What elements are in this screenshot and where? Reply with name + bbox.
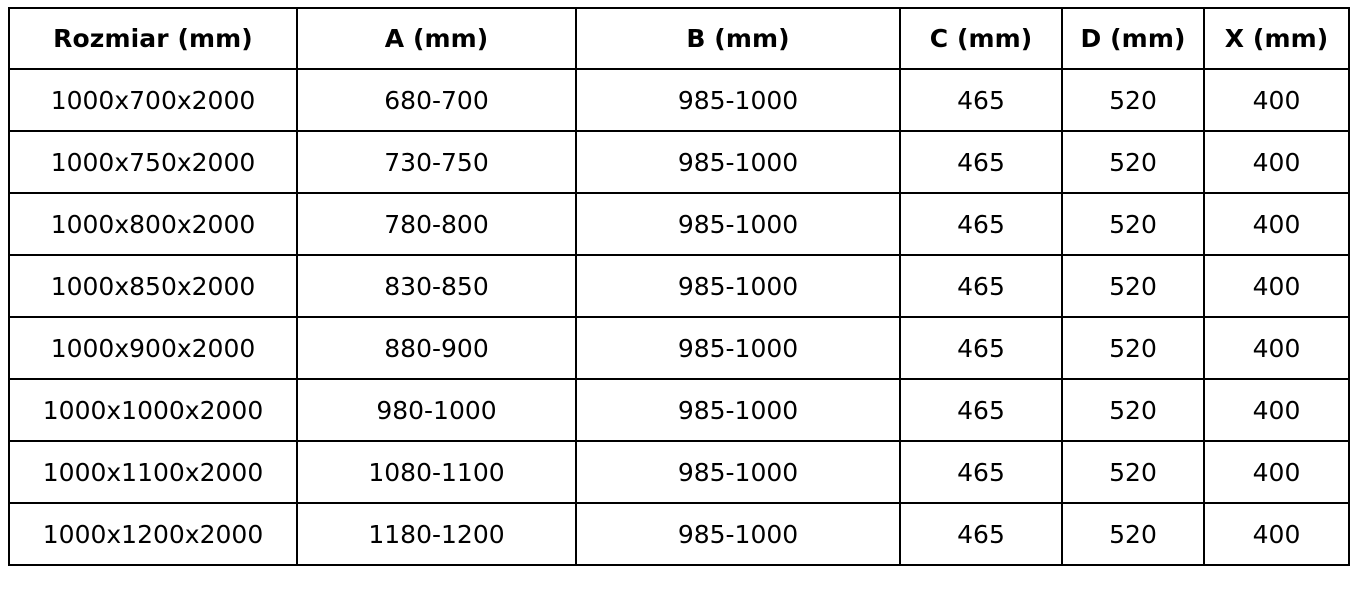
cell-a: 880-900 — [296, 316, 577, 380]
cell-a: 730-750 — [296, 130, 577, 194]
specification-table-container: Rozmiar (mm) A (mm) B (mm) C (mm) D (mm)… — [8, 7, 1350, 566]
cell-c: 465 — [899, 316, 1063, 380]
cell-a: 830-850 — [296, 254, 577, 318]
cell-d: 520 — [1061, 502, 1205, 566]
cell-d: 520 — [1061, 130, 1205, 194]
cell-d: 520 — [1061, 440, 1205, 504]
column-header-size: Rozmiar (mm) — [8, 7, 298, 70]
cell-a: 1080-1100 — [296, 440, 577, 504]
table-row: 1000x900x2000 880-900 985-1000 465 520 4… — [8, 316, 1350, 380]
cell-b: 985-1000 — [575, 378, 901, 442]
cell-c: 465 — [899, 192, 1063, 256]
cell-x: 400 — [1203, 440, 1350, 504]
column-header-b: B (mm) — [575, 7, 901, 70]
cell-a: 680-700 — [296, 68, 577, 132]
cell-size: 1000x750x2000 — [8, 130, 298, 194]
cell-c: 465 — [899, 440, 1063, 504]
cell-x: 400 — [1203, 254, 1350, 318]
table-row: 1000x1000x2000 980-1000 985-1000 465 520… — [8, 378, 1350, 442]
header-row: Rozmiar (mm) A (mm) B (mm) C (mm) D (mm)… — [8, 7, 1350, 70]
table-row: 1000x1200x2000 1180-1200 985-1000 465 52… — [8, 502, 1350, 566]
cell-a: 1180-1200 — [296, 502, 577, 566]
cell-size: 1000x850x2000 — [8, 254, 298, 318]
cell-b: 985-1000 — [575, 254, 901, 318]
cell-c: 465 — [899, 130, 1063, 194]
cell-size: 1000x1100x2000 — [8, 440, 298, 504]
table-header: Rozmiar (mm) A (mm) B (mm) C (mm) D (mm)… — [8, 7, 1350, 70]
cell-b: 985-1000 — [575, 502, 901, 566]
cell-x: 400 — [1203, 68, 1350, 132]
column-header-a: A (mm) — [296, 7, 577, 70]
cell-d: 520 — [1061, 316, 1205, 380]
table-row: 1000x1100x2000 1080-1100 985-1000 465 52… — [8, 440, 1350, 504]
cell-x: 400 — [1203, 502, 1350, 566]
cell-d: 520 — [1061, 192, 1205, 256]
table-row: 1000x850x2000 830-850 985-1000 465 520 4… — [8, 254, 1350, 318]
cell-size: 1000x800x2000 — [8, 192, 298, 256]
cell-size: 1000x700x2000 — [8, 68, 298, 132]
cell-x: 400 — [1203, 378, 1350, 442]
cell-c: 465 — [899, 68, 1063, 132]
table-row: 1000x750x2000 730-750 985-1000 465 520 4… — [8, 130, 1350, 194]
cell-size: 1000x900x2000 — [8, 316, 298, 380]
cell-b: 985-1000 — [575, 192, 901, 256]
table-row: 1000x800x2000 780-800 985-1000 465 520 4… — [8, 192, 1350, 256]
dimensions-table: Rozmiar (mm) A (mm) B (mm) C (mm) D (mm)… — [8, 7, 1350, 566]
column-header-d: D (mm) — [1061, 7, 1205, 70]
table-row: 1000x700x2000 680-700 985-1000 465 520 4… — [8, 68, 1350, 132]
cell-a: 980-1000 — [296, 378, 577, 442]
cell-size: 1000x1000x2000 — [8, 378, 298, 442]
cell-d: 520 — [1061, 254, 1205, 318]
cell-c: 465 — [899, 378, 1063, 442]
cell-x: 400 — [1203, 130, 1350, 194]
cell-c: 465 — [899, 502, 1063, 566]
cell-b: 985-1000 — [575, 316, 901, 380]
cell-c: 465 — [899, 254, 1063, 318]
cell-b: 985-1000 — [575, 68, 901, 132]
cell-x: 400 — [1203, 192, 1350, 256]
table-body: 1000x700x2000 680-700 985-1000 465 520 4… — [8, 68, 1350, 566]
cell-size: 1000x1200x2000 — [8, 502, 298, 566]
cell-d: 520 — [1061, 378, 1205, 442]
column-header-x: X (mm) — [1203, 7, 1350, 70]
column-header-c: C (mm) — [899, 7, 1063, 70]
cell-b: 985-1000 — [575, 130, 901, 194]
cell-b: 985-1000 — [575, 440, 901, 504]
cell-a: 780-800 — [296, 192, 577, 256]
cell-x: 400 — [1203, 316, 1350, 380]
cell-d: 520 — [1061, 68, 1205, 132]
